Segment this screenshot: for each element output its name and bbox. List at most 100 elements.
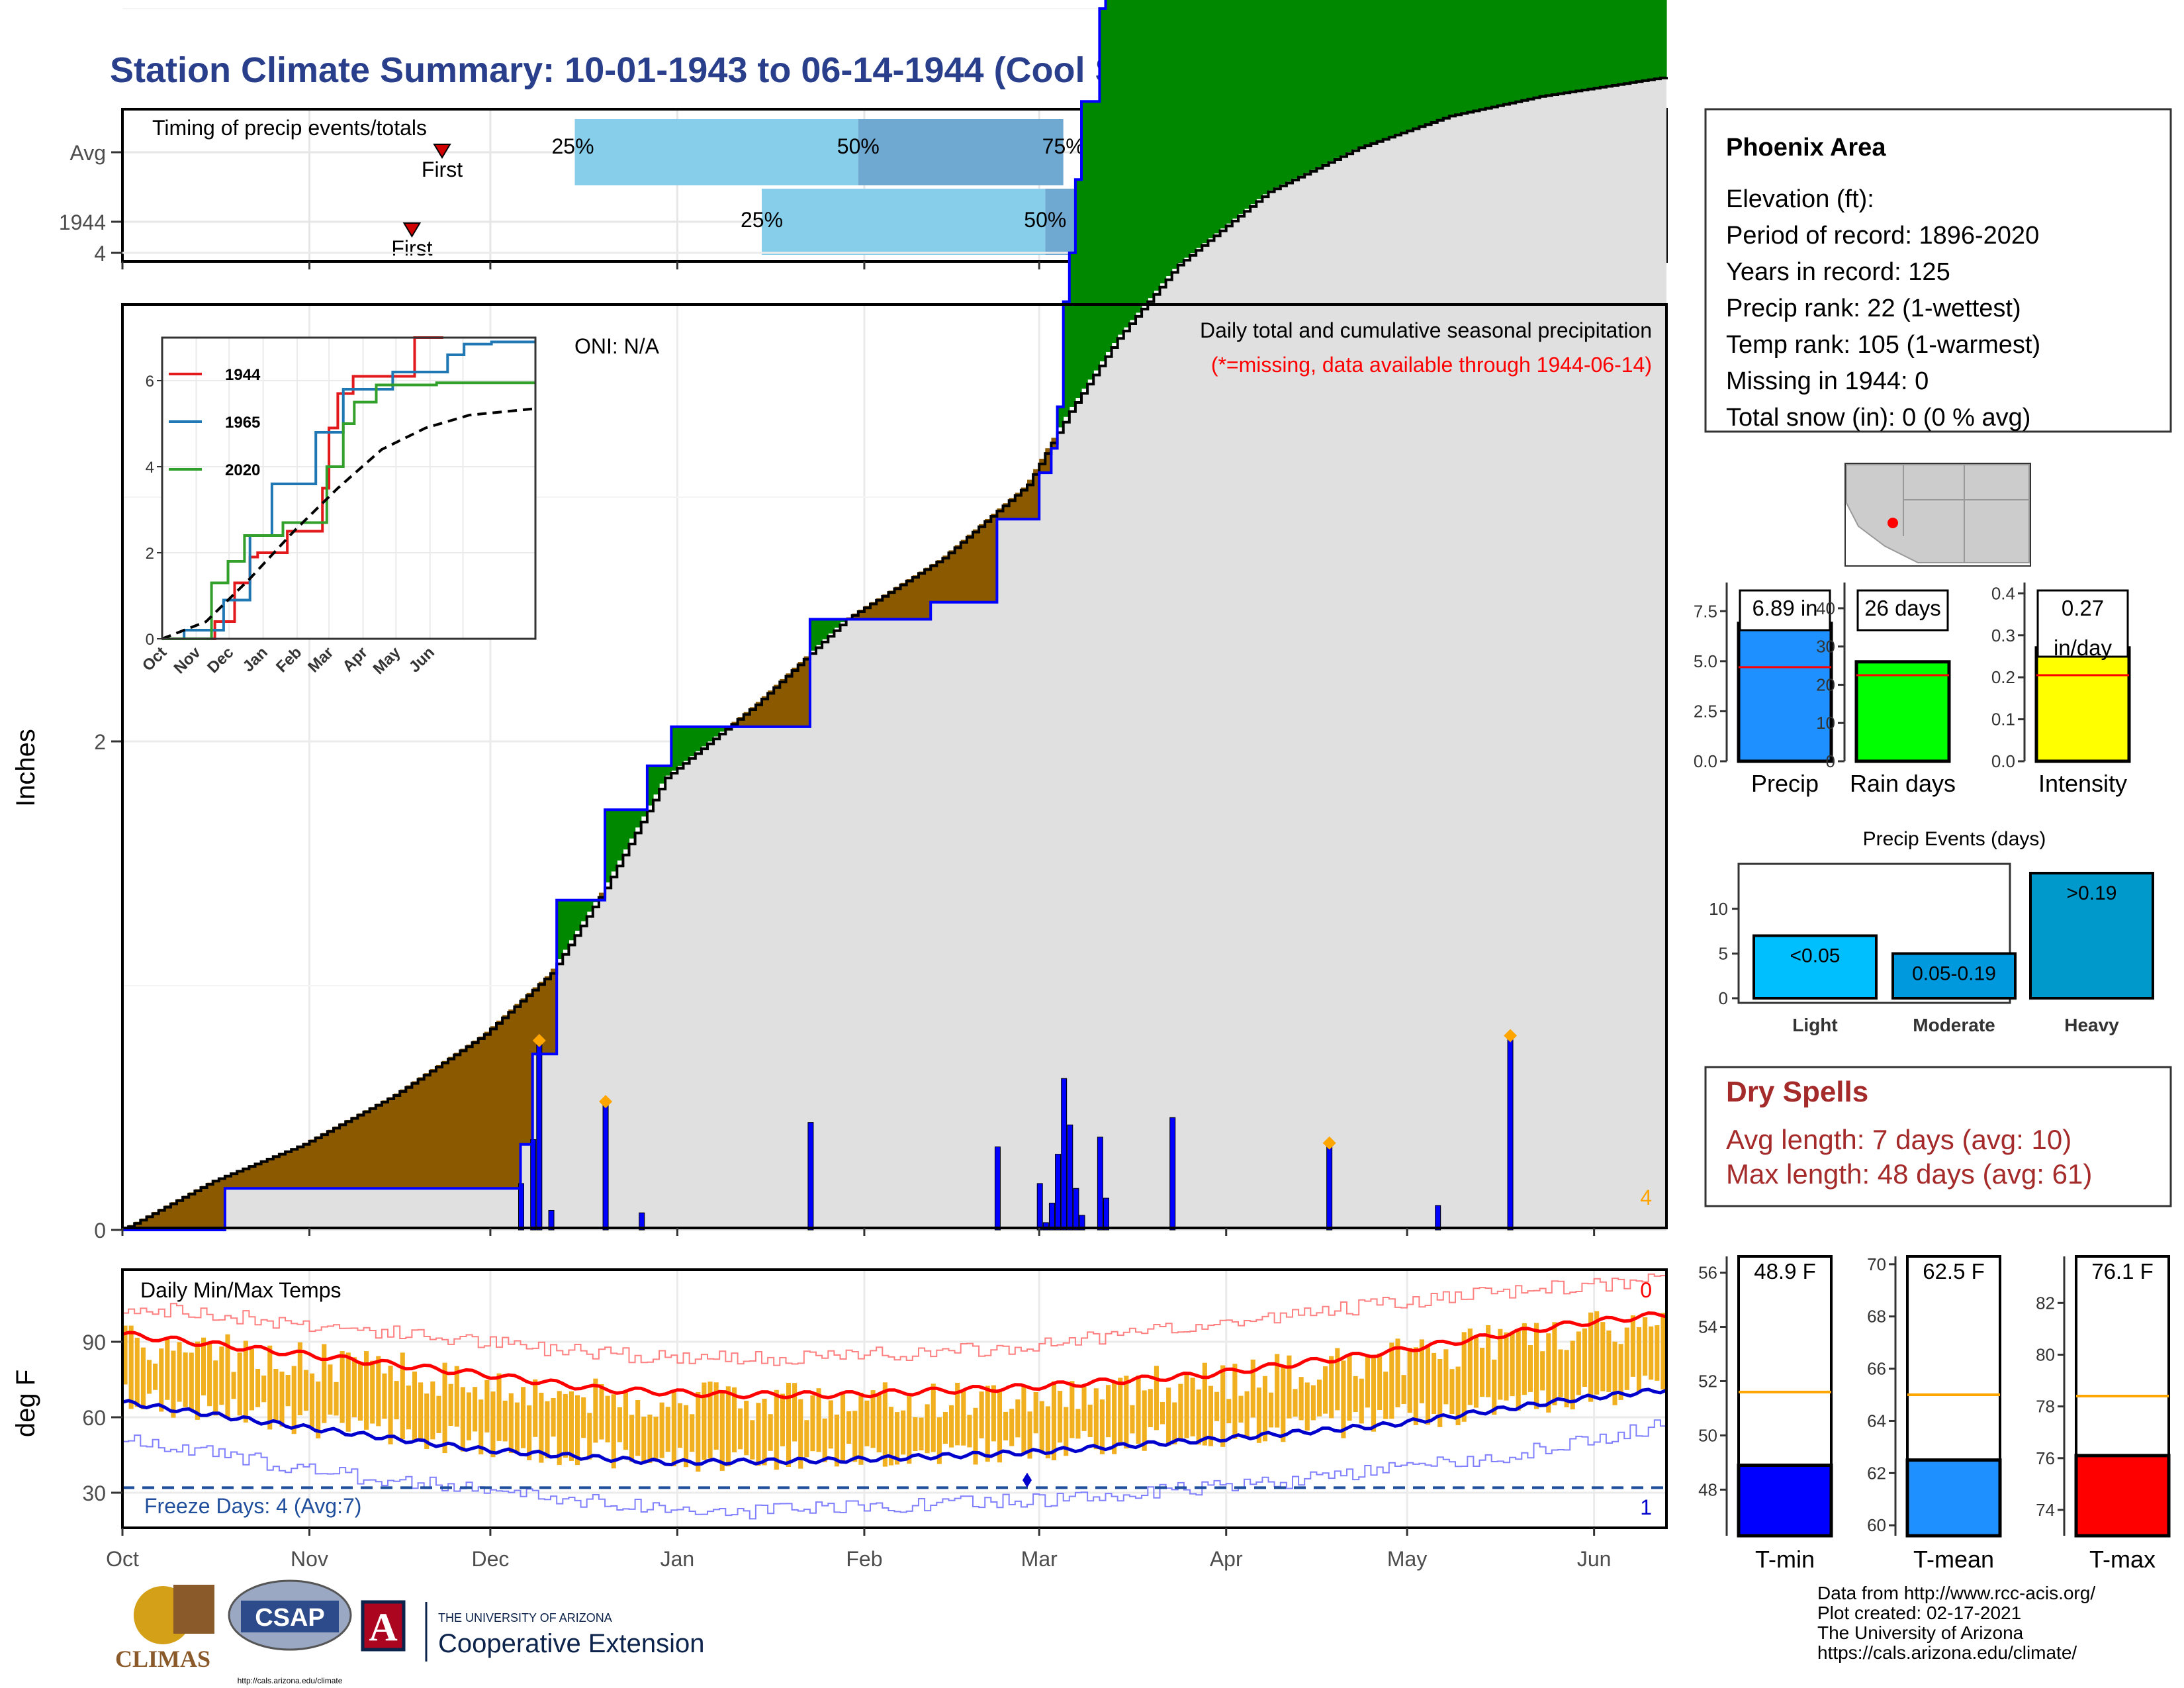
daily-temp-bar (557, 1391, 562, 1466)
daily-temp-bar (1649, 1326, 1654, 1380)
precip-deficit-area (369, 1107, 377, 1189)
daily-temp-bar (1437, 1358, 1443, 1427)
station-location-dot (1888, 518, 1898, 528)
precip-surplus-area (1630, 0, 1637, 83)
precip-deficit-area (858, 610, 865, 620)
daily-temp-bar (1112, 1382, 1117, 1454)
precip-deficit-area (803, 656, 811, 727)
daily-temp-bar (1606, 1330, 1612, 1392)
temp-panel-label: Daily Min/Max Temps (140, 1278, 341, 1302)
inset-bg (162, 338, 535, 639)
precip-deficit-area (327, 1129, 334, 1189)
daily-temp-bar (496, 1373, 502, 1441)
mini-bar-tick-label: 30 (1816, 637, 1835, 657)
precip-deficit-area (394, 1093, 400, 1189)
precip-deficit-area (424, 1073, 431, 1189)
precip-deficit-area (520, 998, 527, 1145)
daily-temp-bar (731, 1387, 737, 1452)
daily-temp-bar (1643, 1317, 1648, 1376)
mini-bar-value: 26 days (1864, 596, 1941, 620)
daily-temp-bar (1190, 1378, 1195, 1436)
station-info-line: Total snow (in): 0 (0 % avg) (1726, 404, 2030, 432)
temp-summary-value: 48.9 F (1754, 1259, 1816, 1284)
daily-precip-bar (1435, 1205, 1441, 1231)
precip-deficit-area (1026, 479, 1034, 520)
temp-summary-name: T-mean (1913, 1546, 1994, 1573)
daily-temp-bar (1479, 1347, 1485, 1397)
daily-temp-bar (1075, 1409, 1081, 1439)
precip-deficit-area (1021, 487, 1028, 520)
inset-y-tick-label: 0 (146, 631, 154, 649)
precip-deficit-area (936, 560, 944, 602)
precip-deficit-area (774, 684, 780, 727)
daily-temp-bar (798, 1399, 803, 1469)
daily-temp-bar (357, 1364, 363, 1421)
station-info-line: Precip rank: 22 (1-wettest) (1726, 295, 2021, 322)
mini-bar-rain-days (1854, 660, 1951, 763)
daily-temp-bar (406, 1385, 411, 1430)
mini-bar-tick-label: 40 (1816, 598, 1835, 618)
precip-deficit-area (502, 1015, 509, 1189)
oni-label: ONI: N/A (574, 334, 660, 358)
daily-temp-bar (334, 1382, 339, 1416)
daily-temp-bar (1064, 1407, 1069, 1456)
daily-temp-bar (1214, 1391, 1220, 1421)
precip-surplus-area (840, 619, 847, 622)
precip-surplus-area (1612, 0, 1619, 85)
daily-temp-bar (1105, 1385, 1111, 1438)
precip-deficit-area (551, 968, 557, 1055)
page-title: Station Climate Summary: 10-01-1943 to 0… (110, 50, 1234, 90)
daily-temp-bar (1564, 1350, 1569, 1407)
precip-surplus-area (1142, 0, 1148, 306)
precip-surplus-area (671, 726, 678, 771)
daily-temp-bar (291, 1366, 296, 1434)
month-tick-label: Oct (106, 1547, 139, 1571)
daily-temp-bar (454, 1366, 459, 1427)
precip-surplus-area (1298, 0, 1305, 176)
precip-surplus-area (1262, 0, 1269, 195)
precip-panel-frame (121, 303, 1668, 1229)
daily-temp-bar (1432, 1352, 1437, 1415)
heavy-event-marker (599, 1095, 613, 1109)
mini-bar-tick-label: 0.3 (1991, 626, 2015, 645)
daily-temp-bar (545, 1401, 550, 1459)
daily-temp-bar (520, 1387, 526, 1448)
mini-bar-tick-label: 0.0 (1991, 751, 2015, 771)
precip-surplus-area (1322, 0, 1330, 164)
daily-precip-bar (994, 1147, 1001, 1231)
precip-deficit-area (737, 717, 745, 727)
daily-temp-bar (1425, 1345, 1431, 1425)
precip-surplus-area (1425, 0, 1432, 124)
daily-precip-bar (1073, 1188, 1079, 1231)
daily-temp-bar (1377, 1353, 1383, 1410)
daily-temp-bar (852, 1411, 858, 1462)
precip-deficit-area (894, 586, 901, 620)
precip-deficit-area (991, 514, 998, 602)
daily-temp-bar (1534, 1323, 1539, 1409)
precip-deficit-area (755, 702, 762, 727)
precip-deficit-area (478, 1036, 485, 1189)
daily-temp-bar (563, 1393, 568, 1458)
mini-bar-tick-label: 7.5 (1694, 601, 1717, 621)
daily-temp-bar (973, 1407, 978, 1465)
events-bar-label: 0.05-0.19 (1912, 963, 1996, 985)
precip-surplus-area (1238, 0, 1245, 214)
record-low-line (122, 1419, 1666, 1520)
daily-temp-bar (1142, 1390, 1147, 1451)
precip-surplus-area (1642, 0, 1649, 81)
precip-deficit-area (357, 1113, 365, 1189)
daily-temp-bar (1069, 1381, 1075, 1438)
dry-spells-box (1704, 1066, 2172, 1207)
daily-temp-bar (237, 1352, 242, 1416)
precip-deficit-area (749, 707, 756, 727)
temp-summary-tick-label: 56 (1698, 1263, 1717, 1283)
daily-temp-bar (707, 1382, 713, 1459)
quartile-25-label: 25% (741, 208, 783, 232)
precip-deficit-area (249, 1165, 256, 1189)
precip-surplus-area (653, 765, 660, 795)
precip-deficit-area (442, 1060, 449, 1189)
month-tick-label: Apr (1210, 1547, 1243, 1571)
precip-surplus-area (1304, 0, 1311, 173)
daily-temp-bar (1238, 1395, 1244, 1423)
precip-surplus-area (677, 726, 684, 766)
